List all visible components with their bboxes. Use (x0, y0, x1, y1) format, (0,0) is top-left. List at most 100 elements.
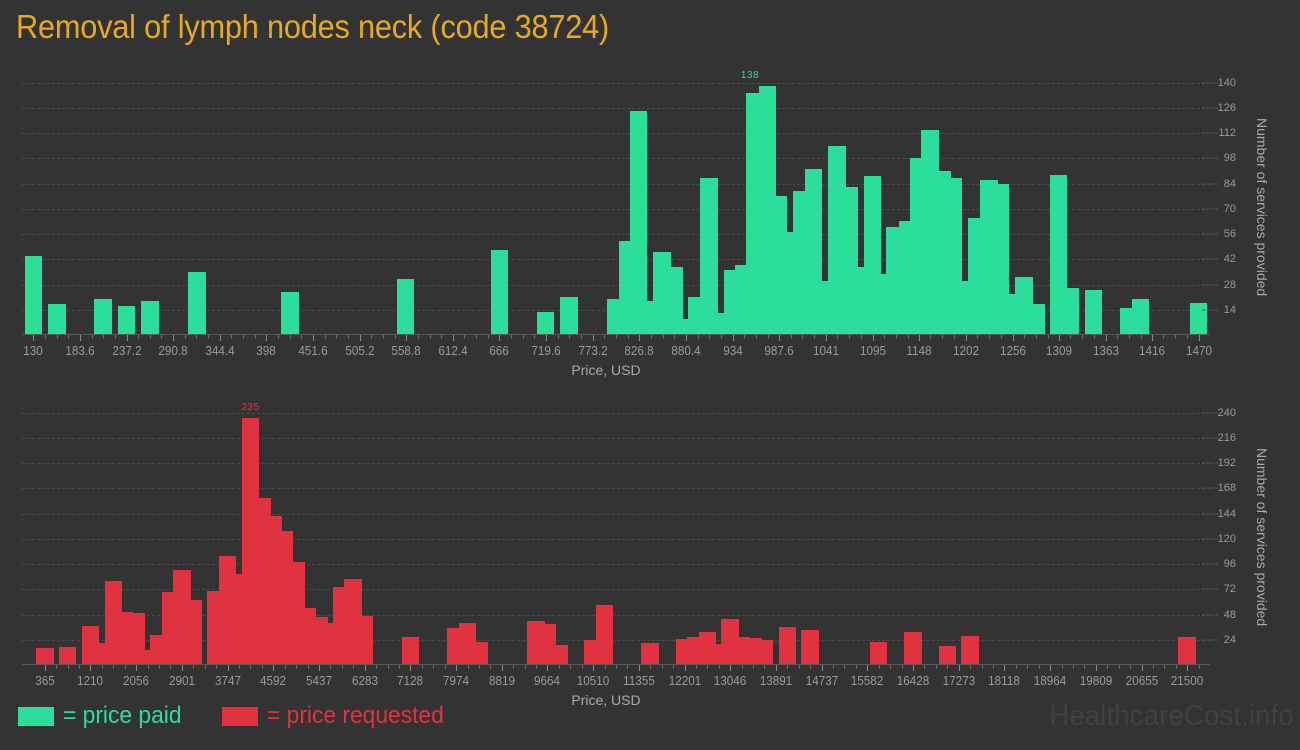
gridline (22, 538, 1210, 540)
x-tick-minor (296, 665, 298, 669)
y-tick-dash (1202, 309, 1218, 311)
x-tick (1198, 335, 1200, 341)
x-tick-label: 719.6 (531, 343, 561, 358)
x-tick-label: 237.2 (111, 343, 142, 358)
bar (58, 647, 77, 665)
x-tick-minor (753, 665, 755, 669)
gridline (22, 639, 1210, 641)
x-tick-minor (513, 665, 515, 669)
bar (355, 615, 374, 665)
legend-label-price-paid: = price paid (63, 702, 182, 729)
x-tick (965, 335, 967, 341)
x-tick-label: 7128 (397, 673, 424, 688)
y-tick-dash (1202, 412, 1218, 414)
x-tick-minor (398, 665, 400, 669)
x-tick-minor (336, 335, 338, 339)
y-tick-dash (1202, 233, 1218, 235)
x-tick-minor (650, 335, 652, 339)
x-tick-minor (947, 665, 949, 669)
x-tick-label: 7974 (443, 673, 470, 688)
plot-area-price-paid: 138 (22, 70, 1210, 341)
gridline (22, 513, 1210, 515)
x-tick (173, 335, 175, 341)
x-tick-minor (1072, 665, 1074, 669)
x-tick-minor (487, 335, 489, 339)
x-tick-minor (467, 665, 469, 669)
bar (48, 304, 66, 335)
x-tick-minor (557, 335, 559, 339)
x-tick (136, 665, 138, 671)
gridline (22, 564, 1210, 566)
x-tick-label: 13046 (713, 673, 747, 688)
y-tick-dash (1202, 82, 1218, 84)
x-tick-label: 12201 (668, 673, 701, 688)
bar (281, 291, 299, 335)
x-tick (638, 665, 640, 671)
x-tick (312, 335, 314, 341)
gridline (22, 208, 1210, 210)
y-tick-label: 98 (1223, 152, 1236, 165)
x-tick-minor (981, 665, 983, 669)
peak-value-label: 235 (241, 401, 260, 413)
gridline (22, 183, 1210, 185)
x-tick-minor (581, 335, 583, 339)
x-tick (318, 665, 320, 671)
x-tick-minor (848, 335, 850, 339)
x-tick-minor (394, 335, 396, 339)
x-tick (918, 335, 920, 341)
x-tick (1095, 665, 1097, 671)
bar (938, 646, 957, 665)
x-tick-label: 558.8 (391, 343, 421, 358)
bar (401, 636, 420, 665)
x-tick-minor (149, 335, 151, 339)
y-tick-labels-price-paid: 14 28 42 56 70 84 98 112 126 140 (1202, 70, 1246, 335)
gridline (22, 488, 1210, 490)
x-tick-label: 18964 (1033, 673, 1067, 688)
x-tick-minor (860, 335, 862, 339)
y-tick-labels-price-requested: 24 48 72 96 120 144 168 192 216 240 (1202, 400, 1246, 665)
x-tick-minor (802, 335, 804, 339)
y-tick-dash (1202, 462, 1218, 464)
x-tick (775, 665, 777, 671)
x-tick-label: 14737 (805, 673, 838, 688)
x-tick (872, 335, 874, 341)
gridline (22, 284, 1210, 286)
y-tick-dash (1202, 588, 1218, 590)
x-tick-label: 880.4 (671, 343, 701, 358)
legend-swatch-paid-icon (18, 706, 54, 726)
x-tick-minor (254, 335, 256, 339)
x-tick (364, 665, 366, 671)
x-tick (1012, 335, 1014, 341)
x-tick-label: 16428 (896, 673, 930, 688)
x-axis-line-price-paid (22, 334, 1210, 335)
gridlines-price-requested (22, 400, 1210, 665)
x-tick-minor (216, 665, 218, 669)
x-tick-label: 934 (722, 343, 743, 358)
x-tick-minor (1128, 335, 1130, 339)
x-axis-line-price-requested (22, 664, 1210, 665)
x-tick-label: 9664 (534, 673, 561, 688)
plot-area-price-requested: 235 (22, 400, 1210, 671)
x-tick-label: 17273 (942, 673, 975, 688)
x-tick-minor (833, 665, 835, 669)
x-tick-minor (1140, 335, 1142, 339)
x-ticks-price-requested (22, 400, 1210, 671)
x-tick (1105, 335, 1107, 341)
x-tick-minor (977, 335, 979, 339)
x-tick-minor (1117, 335, 1119, 339)
x-tick (359, 335, 361, 341)
x-tick-minor (324, 335, 326, 339)
x-tick-minor (1070, 335, 1072, 339)
y-tick-label: 126 (1217, 101, 1236, 114)
x-tick (456, 665, 458, 671)
x-tick (501, 665, 503, 671)
x-tick-label: 1470 (1185, 343, 1212, 358)
x-tick-minor (844, 665, 846, 669)
bar (641, 642, 660, 665)
x-tick-minor (243, 335, 245, 339)
bar (595, 605, 614, 665)
x-tick-minor (196, 335, 198, 339)
x-tick-label: 10510 (576, 673, 610, 688)
x-tick-minor (114, 335, 116, 339)
peak-value-label: 138 (740, 70, 760, 82)
